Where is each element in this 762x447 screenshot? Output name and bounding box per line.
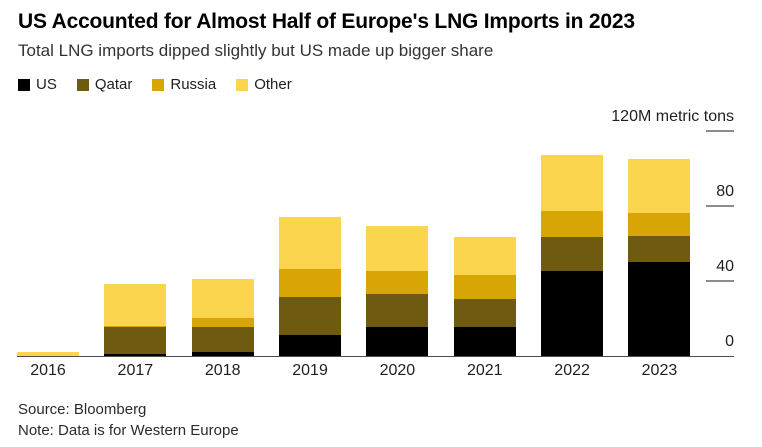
x-label-2017: 2017 — [117, 362, 154, 379]
chart-footer: Source: Bloomberg Note: Data is for West… — [18, 399, 239, 441]
y-tick-mark-120 — [706, 129, 734, 132]
y-tick-mark-80 — [706, 204, 734, 207]
bar-segment-2022-russia — [541, 211, 604, 238]
legend-label-other: Other — [254, 76, 292, 93]
y-tick-label-40: 40 — [716, 257, 734, 275]
chart-subtitle: Total LNG imports dipped slightly but US… — [18, 41, 494, 60]
bar-segment-2022-other — [541, 154, 604, 212]
legend-item-russia: Russia — [152, 76, 216, 93]
legend-item-qatar: Qatar — [76, 76, 133, 93]
bar-segment-2017-qatar — [104, 327, 167, 354]
bar-segment-2018-russia — [191, 318, 254, 328]
bar-segment-2019-us — [279, 334, 342, 356]
chart-title: US Accounted for Almost Half of Europe's… — [18, 10, 635, 33]
bar-segment-2019-russia — [279, 269, 342, 298]
legend-swatch-other — [236, 78, 249, 91]
bar-segment-2021-russia — [453, 274, 516, 300]
bar-segment-2023-russia — [628, 213, 691, 236]
y-tick-label-80: 80 — [716, 182, 734, 200]
x-label-2020: 2020 — [379, 362, 416, 379]
bar-segment-2019-other — [279, 216, 342, 270]
y-axis-unit-label: 120M metric tons — [611, 107, 734, 125]
y-tick-mark-40 — [706, 279, 734, 282]
legend-label-us: US — [36, 76, 57, 93]
legend-item-other: Other — [236, 76, 292, 93]
bar-segment-2021-us — [453, 327, 516, 356]
data-note: Note: Data is for Western Europe — [18, 422, 239, 439]
x-label-2016: 2016 — [30, 362, 66, 379]
x-label-2023: 2023 — [641, 362, 678, 379]
x-label-2022: 2022 — [554, 362, 590, 379]
x-label-2019: 2019 — [292, 362, 328, 379]
bar-segment-2023-us — [628, 261, 691, 356]
bar-2018 — [191, 278, 254, 356]
bar-segment-2020-qatar — [366, 293, 429, 328]
bar-2022 — [541, 154, 604, 356]
bar-segment-2020-us — [366, 327, 429, 356]
bar-segment-2020-russia — [366, 271, 429, 294]
y-tick-label-0: 0 — [725, 332, 734, 350]
bar-2017 — [104, 284, 167, 356]
x-label-2021: 2021 — [466, 362, 503, 379]
bar-segment-2023-qatar — [628, 235, 691, 262]
bar-segment-2017-russia — [104, 325, 167, 328]
bar-segment-2018-us — [191, 351, 254, 356]
bar-2020 — [366, 226, 429, 356]
bar-segment-2021-other — [453, 237, 516, 275]
legend-swatch-us — [18, 78, 30, 91]
legend: US Qatar Russia Other — [18, 76, 292, 93]
x-axis-line — [17, 355, 734, 357]
legend-swatch-qatar — [76, 78, 89, 91]
bar-segment-2023-other — [628, 158, 691, 213]
bar-2023 — [628, 158, 691, 356]
bar-segment-2020-other — [366, 226, 429, 272]
bar-segment-2016-other — [17, 351, 79, 356]
legend-item-us: US — [18, 76, 57, 93]
legend-swatch-russia — [152, 78, 165, 91]
bar-segment-2018-qatar — [191, 327, 254, 352]
bar-segment-2021-qatar — [453, 299, 516, 328]
bar-segment-2019-qatar — [279, 297, 342, 335]
bar-segment-2018-other — [191, 278, 254, 318]
bar-segment-2022-us — [541, 271, 604, 356]
bar-segment-2017-us — [104, 353, 167, 356]
legend-label-russia: Russia — [170, 76, 217, 93]
legend-label-qatar: Qatar — [94, 76, 133, 93]
bar-2016 — [17, 351, 79, 356]
x-label-2018: 2018 — [204, 362, 241, 379]
bar-2021 — [453, 237, 516, 356]
bar-segment-2022-qatar — [541, 237, 604, 272]
source-note: Source: Bloomberg — [18, 401, 147, 418]
bar-segment-2017-other — [104, 284, 167, 326]
bar-2019 — [279, 216, 342, 356]
